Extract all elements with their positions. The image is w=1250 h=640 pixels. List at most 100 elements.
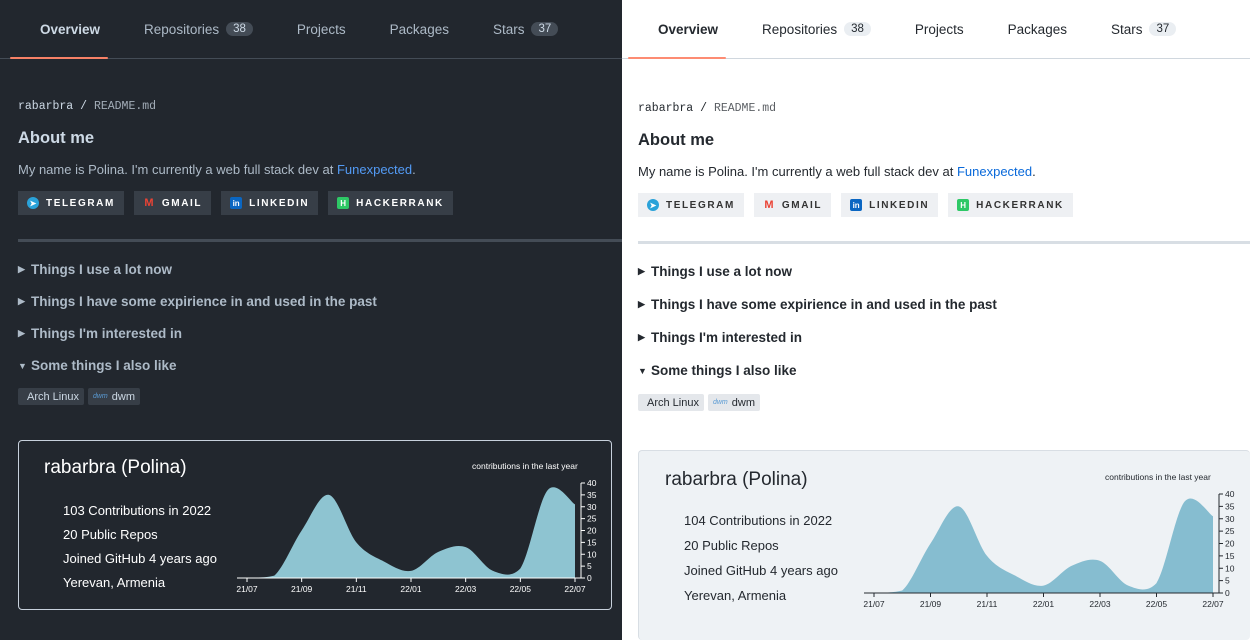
tab-repositories[interactable]: Repositories 38 [114, 0, 261, 58]
card-user-name: rabarbra (Polina) [44, 457, 187, 478]
gmail-badge[interactable]: M GMAIL [753, 193, 832, 217]
card-user-name: rabarbra (Polina) [665, 469, 808, 490]
x-tick-label: 22/03 [455, 584, 477, 594]
x-tick-label: 22/07 [1202, 599, 1224, 609]
details-summary[interactable]: ▶ Things I'm interested in [18, 326, 622, 341]
tab-repositories[interactable]: Repositories 38 [732, 0, 879, 58]
details-summary[interactable]: ▶ Things I'm interested in [638, 330, 1250, 345]
details-label: Things I have some expirience in and use… [651, 297, 997, 312]
y-tick-label: 20 [1225, 539, 1235, 549]
book-icon [18, 22, 33, 37]
badge-label: TELEGRAM [666, 199, 735, 211]
hackerrank-badge[interactable]: H HACKERRANK [328, 191, 453, 215]
github-stats-card: rabarbra (Polina) 103 Contributions in 20… [18, 440, 612, 610]
y-tick-label: 20 [587, 526, 597, 536]
stat-repos: 20 Public Repos [44, 522, 217, 546]
stat-text: 103 Contributions in 2022 [63, 502, 212, 518]
badge-label: LINKEDIN [249, 197, 310, 209]
triangle-down-icon: ▼ [18, 360, 27, 371]
triangle-down-icon: ▼ [638, 365, 647, 376]
employer-link[interactable]: Funexpected [336, 162, 413, 177]
tag-dwm[interactable]: dwm dwm [87, 388, 140, 405]
tab-overview[interactable]: Overview [10, 0, 109, 59]
bio-end: . [1032, 164, 1036, 179]
tab-packages[interactable]: Packages [978, 0, 1075, 58]
tab-stars[interactable]: Stars 37 [1081, 0, 1184, 58]
contact-badges: ➤ TELEGRAM M GMAIL in LINKEDIN H HACKERRANK [18, 191, 622, 215]
gmail-icon: M [144, 197, 154, 209]
x-tick-label: 21/11 [346, 584, 367, 594]
x-tick-label: 22/05 [1146, 599, 1168, 609]
y-tick-label: 5 [587, 561, 592, 571]
hackerrank-badge[interactable]: H HACKERRANK [948, 193, 1073, 217]
triangle-right-icon: ▶ [18, 296, 25, 306]
breadcrumb: rabarbra / README.md [18, 100, 622, 113]
contributions-area [247, 487, 575, 578]
stat-text: Joined GitHub 4 years ago [63, 550, 217, 566]
book-icon [636, 22, 651, 37]
details-list: ▶ Things I use a lot now ▶ Things I have so… [638, 264, 1250, 378]
tag-arch-linux[interactable]: Arch Linux [18, 388, 84, 405]
details-label: Things I use a lot now [31, 262, 173, 277]
contributions-area [874, 498, 1213, 593]
stat-contributions: 103 Contributions in 2022 [44, 498, 217, 522]
y-tick-label: 5 [1225, 576, 1230, 586]
tag-dwm[interactable]: dwm dwm [707, 394, 760, 411]
repo-icon [740, 22, 755, 37]
details-summary[interactable]: ▶ Things I use a lot now [18, 262, 622, 277]
x-tick-label: 22/05 [510, 584, 532, 594]
tab-projects[interactable]: Projects [885, 0, 972, 58]
tag-label: Arch Linux [647, 396, 699, 409]
hackerrank-icon: H [337, 197, 350, 209]
details-summary[interactable]: ▶ Things I have some expirience in and us… [638, 297, 1250, 312]
stat-joined: Joined GitHub 4 years ago [665, 558, 838, 583]
breadcrumb-owner[interactable]: rabarbra [638, 102, 694, 115]
details-summary[interactable]: ▼ Some things I also like [638, 363, 1250, 378]
profile-tabs: Overview Repositories 38 Projects Packages St… [622, 0, 1250, 59]
triangle-right-icon: ▶ [638, 299, 645, 309]
stat-contributions: 104 Contributions in 2022 [665, 508, 838, 533]
contributions-chart: 21/07 21/09 21/11 22/01 22/03 22/05 22/070 5 10 1… [863, 489, 1235, 609]
tab-count-badge: 37 [531, 22, 559, 36]
y-tick-label: 35 [1225, 501, 1235, 511]
details-summary[interactable]: ▶ Things I have some expirience in and us… [18, 294, 622, 309]
star-icon [1089, 22, 1104, 37]
package-icon [368, 22, 383, 37]
details-summary[interactable]: ▶ Things I use a lot now [638, 264, 1250, 279]
tab-packages[interactable]: Packages [360, 0, 457, 58]
breadcrumb-owner[interactable]: rabarbra [18, 100, 74, 113]
contributions-chart: 21/07 21/09 21/11 22/01 22/03 22/05 22/070 5 10 1… [236, 478, 597, 594]
employer-link[interactable]: Funexpected [956, 164, 1033, 179]
bio-end: . [412, 162, 416, 177]
telegram-badge[interactable]: ➤ TELEGRAM [638, 193, 744, 217]
breadcrumb-file[interactable]: README.md [713, 102, 777, 115]
table-icon [893, 22, 908, 37]
tab-overview[interactable]: Overview [628, 0, 727, 59]
tab-projects[interactable]: Projects [267, 0, 354, 58]
x-tick-label: 22/07 [564, 584, 586, 594]
triangle-right-icon: ▶ [18, 264, 25, 274]
stat-repos: 20 Public Repos [665, 533, 838, 558]
profile-panel-dark: Overview Repositories 38 Projects Packages St… [0, 0, 622, 640]
stat-location: Yerevan, Armenia [44, 570, 217, 594]
readme-heading: About me [638, 131, 715, 149]
gmail-badge[interactable]: M GMAIL [133, 191, 212, 215]
tag-arch-linux[interactable]: Arch Linux [638, 394, 704, 411]
breadcrumb-file[interactable]: README.md [93, 100, 157, 113]
tech-tags: Arch Linux dwm dwm [18, 388, 622, 405]
dwm-icon: dwm [712, 399, 728, 406]
details-summary[interactable]: ▼ Some things I also like [18, 358, 622, 373]
bio-sentence: My name is Polina. I'm currently a web f… [638, 164, 957, 179]
breadcrumb: rabarbra / README.md [638, 102, 1250, 115]
telegram-badge[interactable]: ➤ TELEGRAM [18, 191, 124, 215]
stat-text: 20 Public Repos [684, 538, 779, 553]
tab-stars[interactable]: Stars 37 [463, 0, 566, 58]
linkedin-badge[interactable]: in LINKEDIN [221, 191, 319, 215]
gmail-icon: M [764, 199, 774, 211]
stat-text: Yerevan, Armenia [63, 574, 166, 590]
linkedin-badge[interactable]: in LINKEDIN [841, 193, 939, 217]
table-icon [275, 22, 290, 37]
y-tick-label: 15 [1225, 551, 1235, 561]
x-tick-label: 22/01 [1033, 599, 1055, 609]
tab-count-badge: 38 [226, 22, 253, 36]
